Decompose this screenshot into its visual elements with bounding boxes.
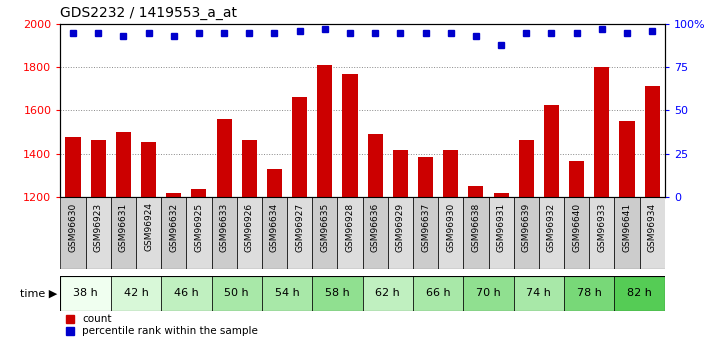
Bar <box>418 157 433 345</box>
Bar <box>212 197 237 269</box>
Bar <box>519 139 534 345</box>
Bar <box>65 137 80 345</box>
Bar <box>368 134 383 345</box>
Text: GSM96631: GSM96631 <box>119 203 128 252</box>
Bar <box>544 105 559 345</box>
Bar <box>212 276 262 310</box>
Text: GSM96638: GSM96638 <box>471 203 481 252</box>
Bar <box>514 197 539 269</box>
Text: GSM96933: GSM96933 <box>597 203 606 252</box>
Bar <box>413 276 464 310</box>
Bar <box>166 194 181 345</box>
Bar <box>645 86 660 345</box>
Text: GSM96634: GSM96634 <box>270 203 279 252</box>
Bar <box>312 276 363 310</box>
Bar <box>287 197 312 269</box>
Bar <box>262 197 287 269</box>
Text: GSM96931: GSM96931 <box>496 203 506 252</box>
Bar <box>619 121 635 345</box>
Bar <box>217 119 232 345</box>
Text: GSM96630: GSM96630 <box>68 203 77 252</box>
Text: 62 h: 62 h <box>375 288 400 298</box>
Bar <box>363 197 387 269</box>
Text: GSM96930: GSM96930 <box>447 203 455 252</box>
Text: 42 h: 42 h <box>124 288 149 298</box>
Text: 54 h: 54 h <box>274 288 299 298</box>
Bar <box>136 197 161 269</box>
Text: GSM96934: GSM96934 <box>648 203 657 252</box>
Bar <box>85 197 111 269</box>
Text: GSM96632: GSM96632 <box>169 203 178 252</box>
Bar <box>514 276 564 310</box>
Bar <box>488 197 514 269</box>
Text: GSM96635: GSM96635 <box>321 203 329 252</box>
Text: GSM96925: GSM96925 <box>194 203 203 252</box>
Text: GSM96639: GSM96639 <box>522 203 531 252</box>
Text: GSM96932: GSM96932 <box>547 203 556 252</box>
Bar <box>438 197 464 269</box>
Text: 74 h: 74 h <box>526 288 551 298</box>
Bar <box>186 197 212 269</box>
Text: GSM96929: GSM96929 <box>396 203 405 252</box>
Bar <box>111 276 161 310</box>
Text: 46 h: 46 h <box>174 288 198 298</box>
Bar <box>312 197 338 269</box>
Bar <box>111 197 136 269</box>
Bar <box>614 276 665 310</box>
Bar <box>493 194 508 345</box>
Bar <box>614 197 640 269</box>
Bar <box>317 65 333 345</box>
Text: GSM96923: GSM96923 <box>94 203 102 252</box>
Bar <box>363 276 413 310</box>
Text: GSM96928: GSM96928 <box>346 203 355 252</box>
Bar <box>564 197 589 269</box>
Text: GSM96926: GSM96926 <box>245 203 254 252</box>
Bar <box>116 131 131 345</box>
Bar <box>161 276 212 310</box>
Bar <box>161 197 186 269</box>
Bar <box>237 197 262 269</box>
Text: 70 h: 70 h <box>476 288 501 298</box>
Text: time ▶: time ▶ <box>20 288 57 298</box>
Text: 38 h: 38 h <box>73 288 98 298</box>
Bar <box>242 140 257 345</box>
Text: GSM96636: GSM96636 <box>370 203 380 252</box>
Text: GSM96927: GSM96927 <box>295 203 304 252</box>
Bar <box>413 197 438 269</box>
Bar <box>443 150 459 345</box>
Bar <box>564 276 614 310</box>
Text: GSM96637: GSM96637 <box>421 203 430 252</box>
Legend: count, percentile rank within the sample: count, percentile rank within the sample <box>65 314 258 336</box>
Text: 82 h: 82 h <box>627 288 652 298</box>
Bar <box>469 186 483 345</box>
Bar <box>267 169 282 345</box>
Bar <box>589 197 614 269</box>
Text: GSM96641: GSM96641 <box>623 203 631 252</box>
Bar <box>539 197 564 269</box>
Bar <box>594 67 609 345</box>
Text: 58 h: 58 h <box>325 288 350 298</box>
Bar <box>569 161 584 345</box>
Bar <box>343 74 358 345</box>
Bar <box>464 197 488 269</box>
Bar <box>60 197 85 269</box>
Bar <box>292 97 307 345</box>
Bar <box>338 197 363 269</box>
Text: GSM96924: GSM96924 <box>144 203 153 252</box>
Bar <box>387 197 413 269</box>
Text: 78 h: 78 h <box>577 288 602 298</box>
Text: 50 h: 50 h <box>225 288 249 298</box>
Bar <box>60 276 111 310</box>
Bar <box>640 197 665 269</box>
Bar <box>262 276 312 310</box>
Text: GDS2232 / 1419553_a_at: GDS2232 / 1419553_a_at <box>60 6 237 20</box>
Bar <box>191 189 206 345</box>
Bar <box>393 150 408 345</box>
Text: GSM96640: GSM96640 <box>572 203 581 252</box>
Bar <box>464 276 514 310</box>
Text: GSM96633: GSM96633 <box>220 203 229 252</box>
Bar <box>141 142 156 345</box>
Text: 66 h: 66 h <box>426 288 451 298</box>
Bar <box>91 139 106 345</box>
